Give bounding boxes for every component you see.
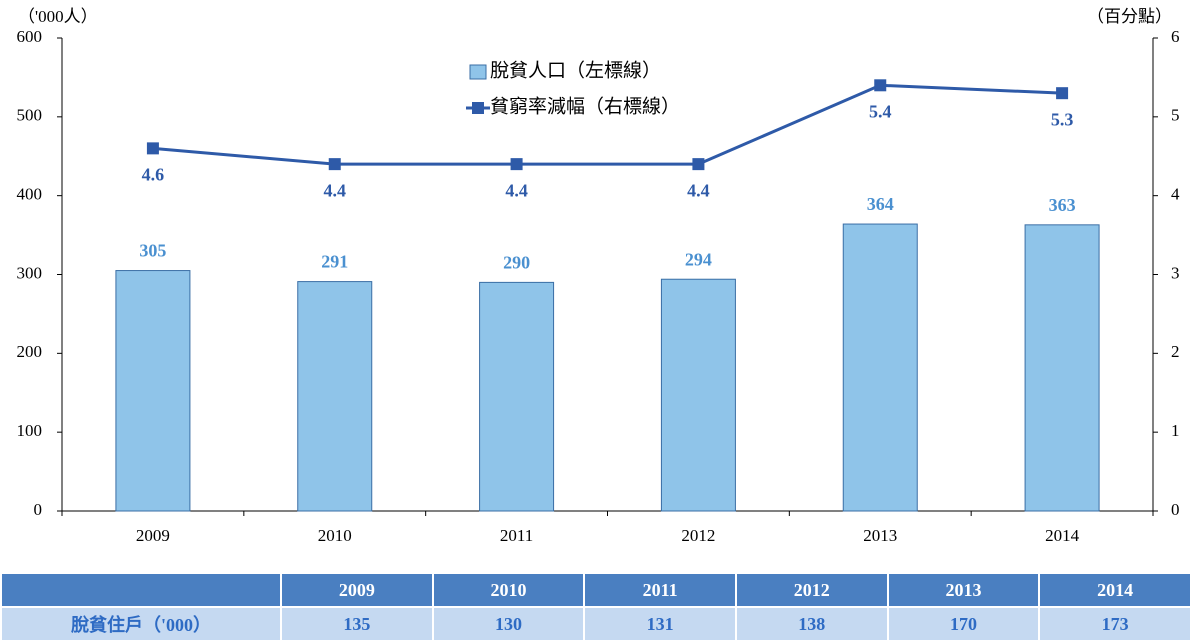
y-tick-label: 500 <box>17 106 43 125</box>
y2-tick-label: 1 <box>1171 421 1180 440</box>
x-tick-label: 2010 <box>318 526 352 545</box>
line-label: 4.6 <box>142 164 165 184</box>
line-marker <box>510 158 523 171</box>
y-tick-label: 0 <box>34 500 43 519</box>
table-cell: 131 <box>583 606 737 642</box>
legend-label: 脫貧人口（左標線） <box>490 59 661 81</box>
line <box>152 83 1063 166</box>
bar <box>479 281 555 512</box>
row-label: 脫貧住戶（'000） <box>0 606 282 642</box>
bar-label: 291 <box>321 252 348 272</box>
y2-tick-label: 5 <box>1171 106 1180 125</box>
data-table: 2009 2010 2011 2012 2013 2014 脫貧住戶（'000） 135 13… <box>0 572 1192 642</box>
y2-axis-label: （百分點） <box>1087 7 1172 26</box>
bar-label: 364 <box>867 194 894 214</box>
bar <box>115 270 191 512</box>
x-tick-label: 2013 <box>863 526 897 545</box>
table-row: 脫貧住戶（'000） 135 130 131 138 170 173 <box>0 606 1192 642</box>
y-tick-label: 100 <box>17 421 43 440</box>
y2-tick-label: 2 <box>1171 342 1180 361</box>
line-marker <box>1056 87 1069 100</box>
legend-label: 貧窮率減幅（右標線） <box>490 95 680 117</box>
legend-swatch <box>469 64 487 80</box>
y2-tick-label: 3 <box>1171 263 1180 282</box>
bar <box>842 223 918 512</box>
line-label: 4.4 <box>687 180 710 200</box>
x-tick-label: 2009 <box>136 526 170 545</box>
x-tick-label: 2014 <box>1045 526 1080 545</box>
chart: （'000人） （百分點） 0 100 200 300 400 500 600 0 1 2 3 4 5 6… <box>17 7 1181 545</box>
y-tick-label: 400 <box>17 185 43 204</box>
line-marker <box>692 158 705 171</box>
header-cell: 2012 <box>734 572 889 608</box>
y2-tick-label: 4 <box>1171 185 1180 204</box>
line-marker <box>328 158 341 171</box>
line-label: 4.4 <box>324 180 347 200</box>
table-cell: 135 <box>280 606 434 642</box>
y-axis-label: （'000人） <box>18 7 98 26</box>
bar-label: 363 <box>1049 195 1076 215</box>
y-tick-label: 300 <box>17 263 43 282</box>
bar <box>660 278 736 512</box>
x-tick-label: 2011 <box>500 526 533 545</box>
bar-label: 305 <box>139 241 166 261</box>
bar <box>1024 224 1100 512</box>
y-tick-label: 600 <box>17 27 43 46</box>
line-marker <box>146 142 159 155</box>
y-tick-label: 200 <box>17 342 43 361</box>
y2-tick-label: 6 <box>1171 27 1180 46</box>
table-cell: 173 <box>1038 606 1192 642</box>
header-cell: 2009 <box>280 572 434 608</box>
bar <box>297 281 373 512</box>
table-header: 2009 2010 2011 2012 2013 2014 <box>0 572 1192 608</box>
bar-label: 294 <box>685 249 712 269</box>
line-marker <box>874 79 887 92</box>
header-cell: 2013 <box>886 572 1041 608</box>
table-cell: 170 <box>886 606 1041 642</box>
table-cell: 138 <box>734 606 889 642</box>
header-cell <box>0 572 282 608</box>
line-label: 4.4 <box>505 180 528 200</box>
header-cell: 2014 <box>1038 572 1192 608</box>
legend-marker <box>472 102 484 114</box>
header-cell: 2010 <box>431 572 586 608</box>
bar-label: 290 <box>503 253 530 273</box>
table-cell: 130 <box>431 606 586 642</box>
line-label: 5.4 <box>869 101 892 121</box>
y2-tick-label: 0 <box>1171 500 1180 519</box>
x-tick-label: 2012 <box>681 526 715 545</box>
header-cell: 2011 <box>583 572 737 608</box>
line-label: 5.3 <box>1051 109 1074 129</box>
